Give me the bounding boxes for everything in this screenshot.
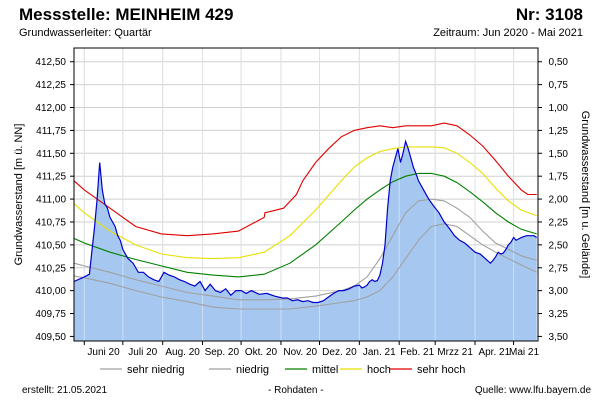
legend-layer: sehr niedrig niedrig mittel hoch sehr hoch xyxy=(100,364,465,376)
station-title: Messstelle: MEINHEIM 429 xyxy=(19,5,234,24)
y-right-tick-label: 1,25 xyxy=(549,126,569,137)
y-tick-label: 409,50 xyxy=(35,332,66,343)
plot-border xyxy=(73,47,539,342)
x-tick-label: Mai 21 xyxy=(509,347,539,358)
y-tick-label: 412,25 xyxy=(35,80,66,91)
y-tick-label: 412,50 xyxy=(35,57,66,68)
x-tick-label: Nov. 20 xyxy=(283,347,317,358)
series-line-sehr-niedrig xyxy=(73,223,537,310)
legend-label: sehr hoch xyxy=(417,364,465,376)
y-tick-label: 411,25 xyxy=(36,172,66,183)
period-label: Zeitraum: Jun 2020 - Mai 2021 xyxy=(433,27,583,39)
y-right-tick-label: 2,25 xyxy=(549,217,569,228)
y-tick-label: 410,25 xyxy=(35,263,66,274)
y-right-tick-label: 1,00 xyxy=(549,103,569,114)
axis-layer: 409,50 409,75 410,00 410,25 410,50 410,75 411,… xyxy=(13,47,591,358)
x-tick-label: Aug. 20 xyxy=(165,347,200,358)
x-tick-label: Feb. 21 xyxy=(400,347,434,358)
y-right-tick-label: 1,75 xyxy=(549,172,569,183)
y-right-tick-label: 2,50 xyxy=(549,240,569,251)
y-axis-title: Grundwasserstand [m ü. NN] xyxy=(13,124,25,266)
x-tick-label: Sep. 20 xyxy=(205,347,240,358)
y-tick-label: 411,00 xyxy=(36,195,66,206)
x-tick-label: Okt. 20 xyxy=(245,347,278,358)
area-layer xyxy=(74,48,537,341)
legend-label: niedrig xyxy=(236,364,269,376)
series-line-hoch xyxy=(73,146,537,260)
legend-label: mittel xyxy=(312,364,338,376)
y-right-tick-label: 3,25 xyxy=(549,309,569,320)
series-line-mittel xyxy=(73,172,537,278)
x-tick-label: Mrzz 21 xyxy=(437,347,473,358)
y-tick-label: 409,75 xyxy=(35,309,66,320)
series-line-niedrig xyxy=(73,198,537,301)
x-tick-label: Dez. 20 xyxy=(322,347,357,358)
x-tick-label: Jan. 21 xyxy=(363,347,396,358)
y-right-tick-label: 0,50 xyxy=(549,57,569,68)
y-right-tick-label: 0,75 xyxy=(549,80,569,91)
created-date: erstellt: 21.05.2021 xyxy=(22,385,108,396)
y-right-tick-label: 3,50 xyxy=(549,332,569,343)
lines-layer xyxy=(73,122,538,310)
x-tick-label: Juli 20 xyxy=(128,347,157,358)
station-number: Nr: 3108 xyxy=(515,5,583,24)
y-tick-label: 410,50 xyxy=(35,240,66,251)
legend-label: hoch xyxy=(367,364,391,376)
x-tick-label: Juni 20 xyxy=(87,347,120,358)
y-right-tick-label: 2,75 xyxy=(549,263,569,274)
y-right-axis-title: Grundwasserstand [m u. Gelände] xyxy=(579,111,591,279)
source-link[interactable]: Quelle: www.lfu.bayern.de xyxy=(474,385,591,396)
y-tick-label: 411,50 xyxy=(36,149,66,160)
y-tick-label: 412,00 xyxy=(35,103,66,114)
y-tick-label: 411,75 xyxy=(36,126,66,137)
x-tick-label: Apr. 21 xyxy=(478,347,510,358)
y-right-tick-label: 2,00 xyxy=(549,195,569,206)
raw-data-note: - Rohdaten - xyxy=(268,385,324,396)
y-right-tick-label: 3,00 xyxy=(549,286,569,297)
measured-area xyxy=(74,141,537,341)
y-tick-label: 410,75 xyxy=(35,217,66,228)
y-right-tick-label: 1,50 xyxy=(549,149,569,160)
y-tick-label: 410,00 xyxy=(35,286,66,297)
measured-line xyxy=(73,139,538,304)
series-line-sehr-hoch xyxy=(73,122,537,237)
legend-label: sehr niedrig xyxy=(127,364,184,376)
aquifer-label: Grundwasserleiter: Quartär xyxy=(19,27,152,39)
